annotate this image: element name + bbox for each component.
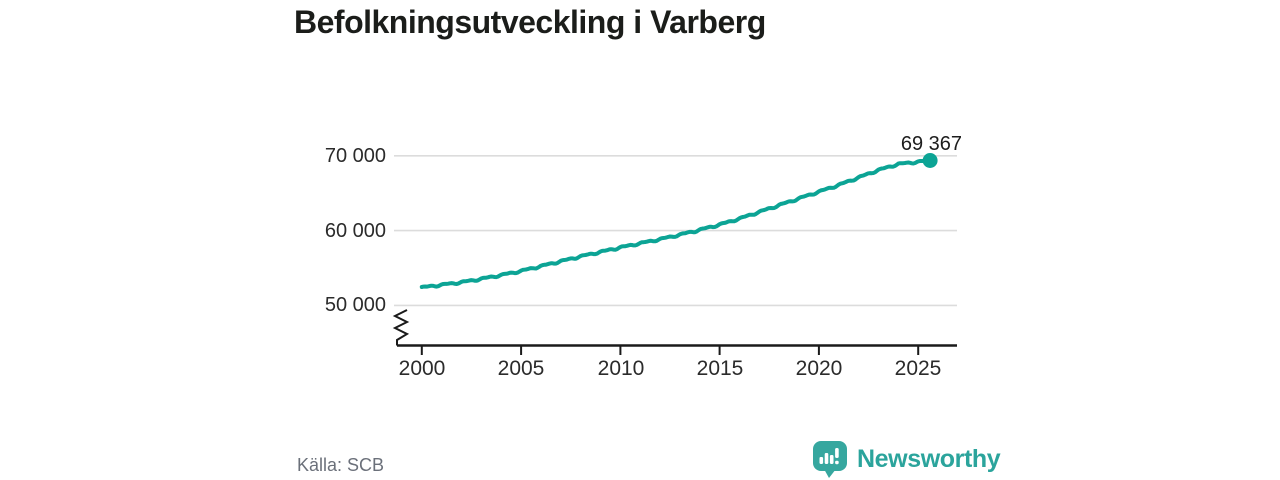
x-axis-label-2015: 2015 xyxy=(696,357,744,380)
x-axis-label-2000: 2000 xyxy=(398,357,446,380)
newsworthy-logo-icon xyxy=(813,441,847,478)
x-axis-label-2020: 2020 xyxy=(795,357,843,380)
source-attribution: Källa: SCB xyxy=(297,455,385,475)
population-trend-line xyxy=(419,158,933,289)
chart-title: Befolkningsutveckling i Varberg xyxy=(294,4,766,40)
end-point-dot xyxy=(922,153,938,168)
gridlines xyxy=(394,155,957,307)
y-axis-label-60000: 60 000 xyxy=(324,220,386,242)
x-axis-label-2025: 2025 xyxy=(894,357,942,380)
y-axis-label-70000: 70 000 xyxy=(324,145,386,167)
axis-break-icon xyxy=(392,309,410,346)
end-point-value-label: 69 367 xyxy=(900,133,962,155)
newsworthy-logo: Newsworthy xyxy=(812,440,1001,478)
x-axis-label-2010: 2010 xyxy=(597,357,645,380)
newsworthy-logo-text: Newsworthy xyxy=(857,445,1001,473)
x-axis-ticks xyxy=(420,346,920,355)
y-axis-label-50000: 50 000 xyxy=(324,294,386,316)
x-axis-label-2005: 2005 xyxy=(497,357,545,380)
